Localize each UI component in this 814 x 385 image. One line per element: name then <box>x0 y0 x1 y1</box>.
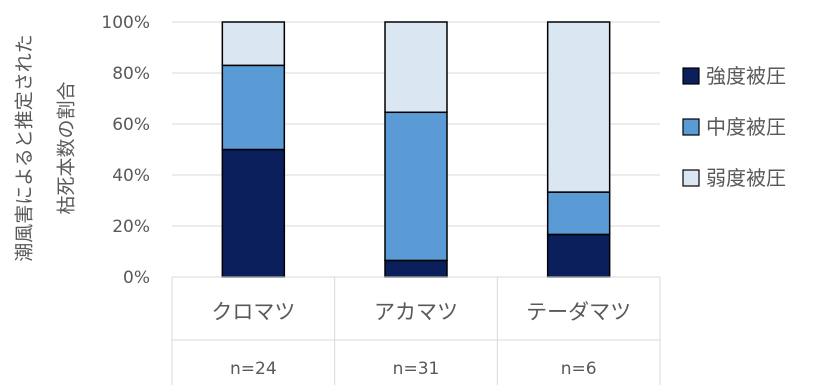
sample-size-label: n=6 <box>561 359 597 379</box>
bars <box>221 21 611 278</box>
bar-segment-1 <box>221 148 286 278</box>
legend-label: 強度被圧 <box>706 64 786 88</box>
y-tick-label: 60% <box>112 115 150 135</box>
legend-swatch <box>682 118 700 136</box>
y-tick-label: 0% <box>123 268 150 288</box>
category-label: テーダマツ <box>526 300 631 324</box>
y-axis-ticks: 0% 20% 40% 60% 80% 100% <box>101 13 150 288</box>
legend-label: 中度被圧 <box>706 115 786 139</box>
category-label: アカマツ <box>374 300 458 324</box>
bar-segment-1 <box>546 233 611 278</box>
y-axis-label: 潮風害によると推定された 枯死本数の割合 <box>14 34 78 261</box>
y-tick-label: 20% <box>112 217 150 237</box>
y-tick-label: 80% <box>112 64 150 84</box>
bar-segment-3 <box>221 21 286 67</box>
y-tick-label: 40% <box>112 166 150 186</box>
bar-segment-3 <box>384 21 448 114</box>
bar-segment-2 <box>221 64 286 151</box>
legend-label: 弱度被圧 <box>706 166 786 190</box>
bar-segment-2 <box>384 111 448 262</box>
x-axis-table: クロマツ n=24 アカマツ n=31 テーダマツ n=6 <box>171 276 661 385</box>
bar-segment-1 <box>384 259 448 278</box>
y-axis-label-line: 潮風害によると推定された <box>14 34 36 261</box>
legend-swatch <box>682 169 700 187</box>
category-label: クロマツ <box>211 300 295 324</box>
sample-size-label: n=31 <box>393 359 440 379</box>
y-tick-label: 100% <box>101 13 150 33</box>
y-axis-label-line: 枯死本数の割合 <box>56 81 78 214</box>
sample-size-label: n=24 <box>230 359 277 379</box>
legend-swatch <box>682 67 700 85</box>
bar-segment-3 <box>546 21 611 193</box>
bar-segment-2 <box>546 191 611 236</box>
